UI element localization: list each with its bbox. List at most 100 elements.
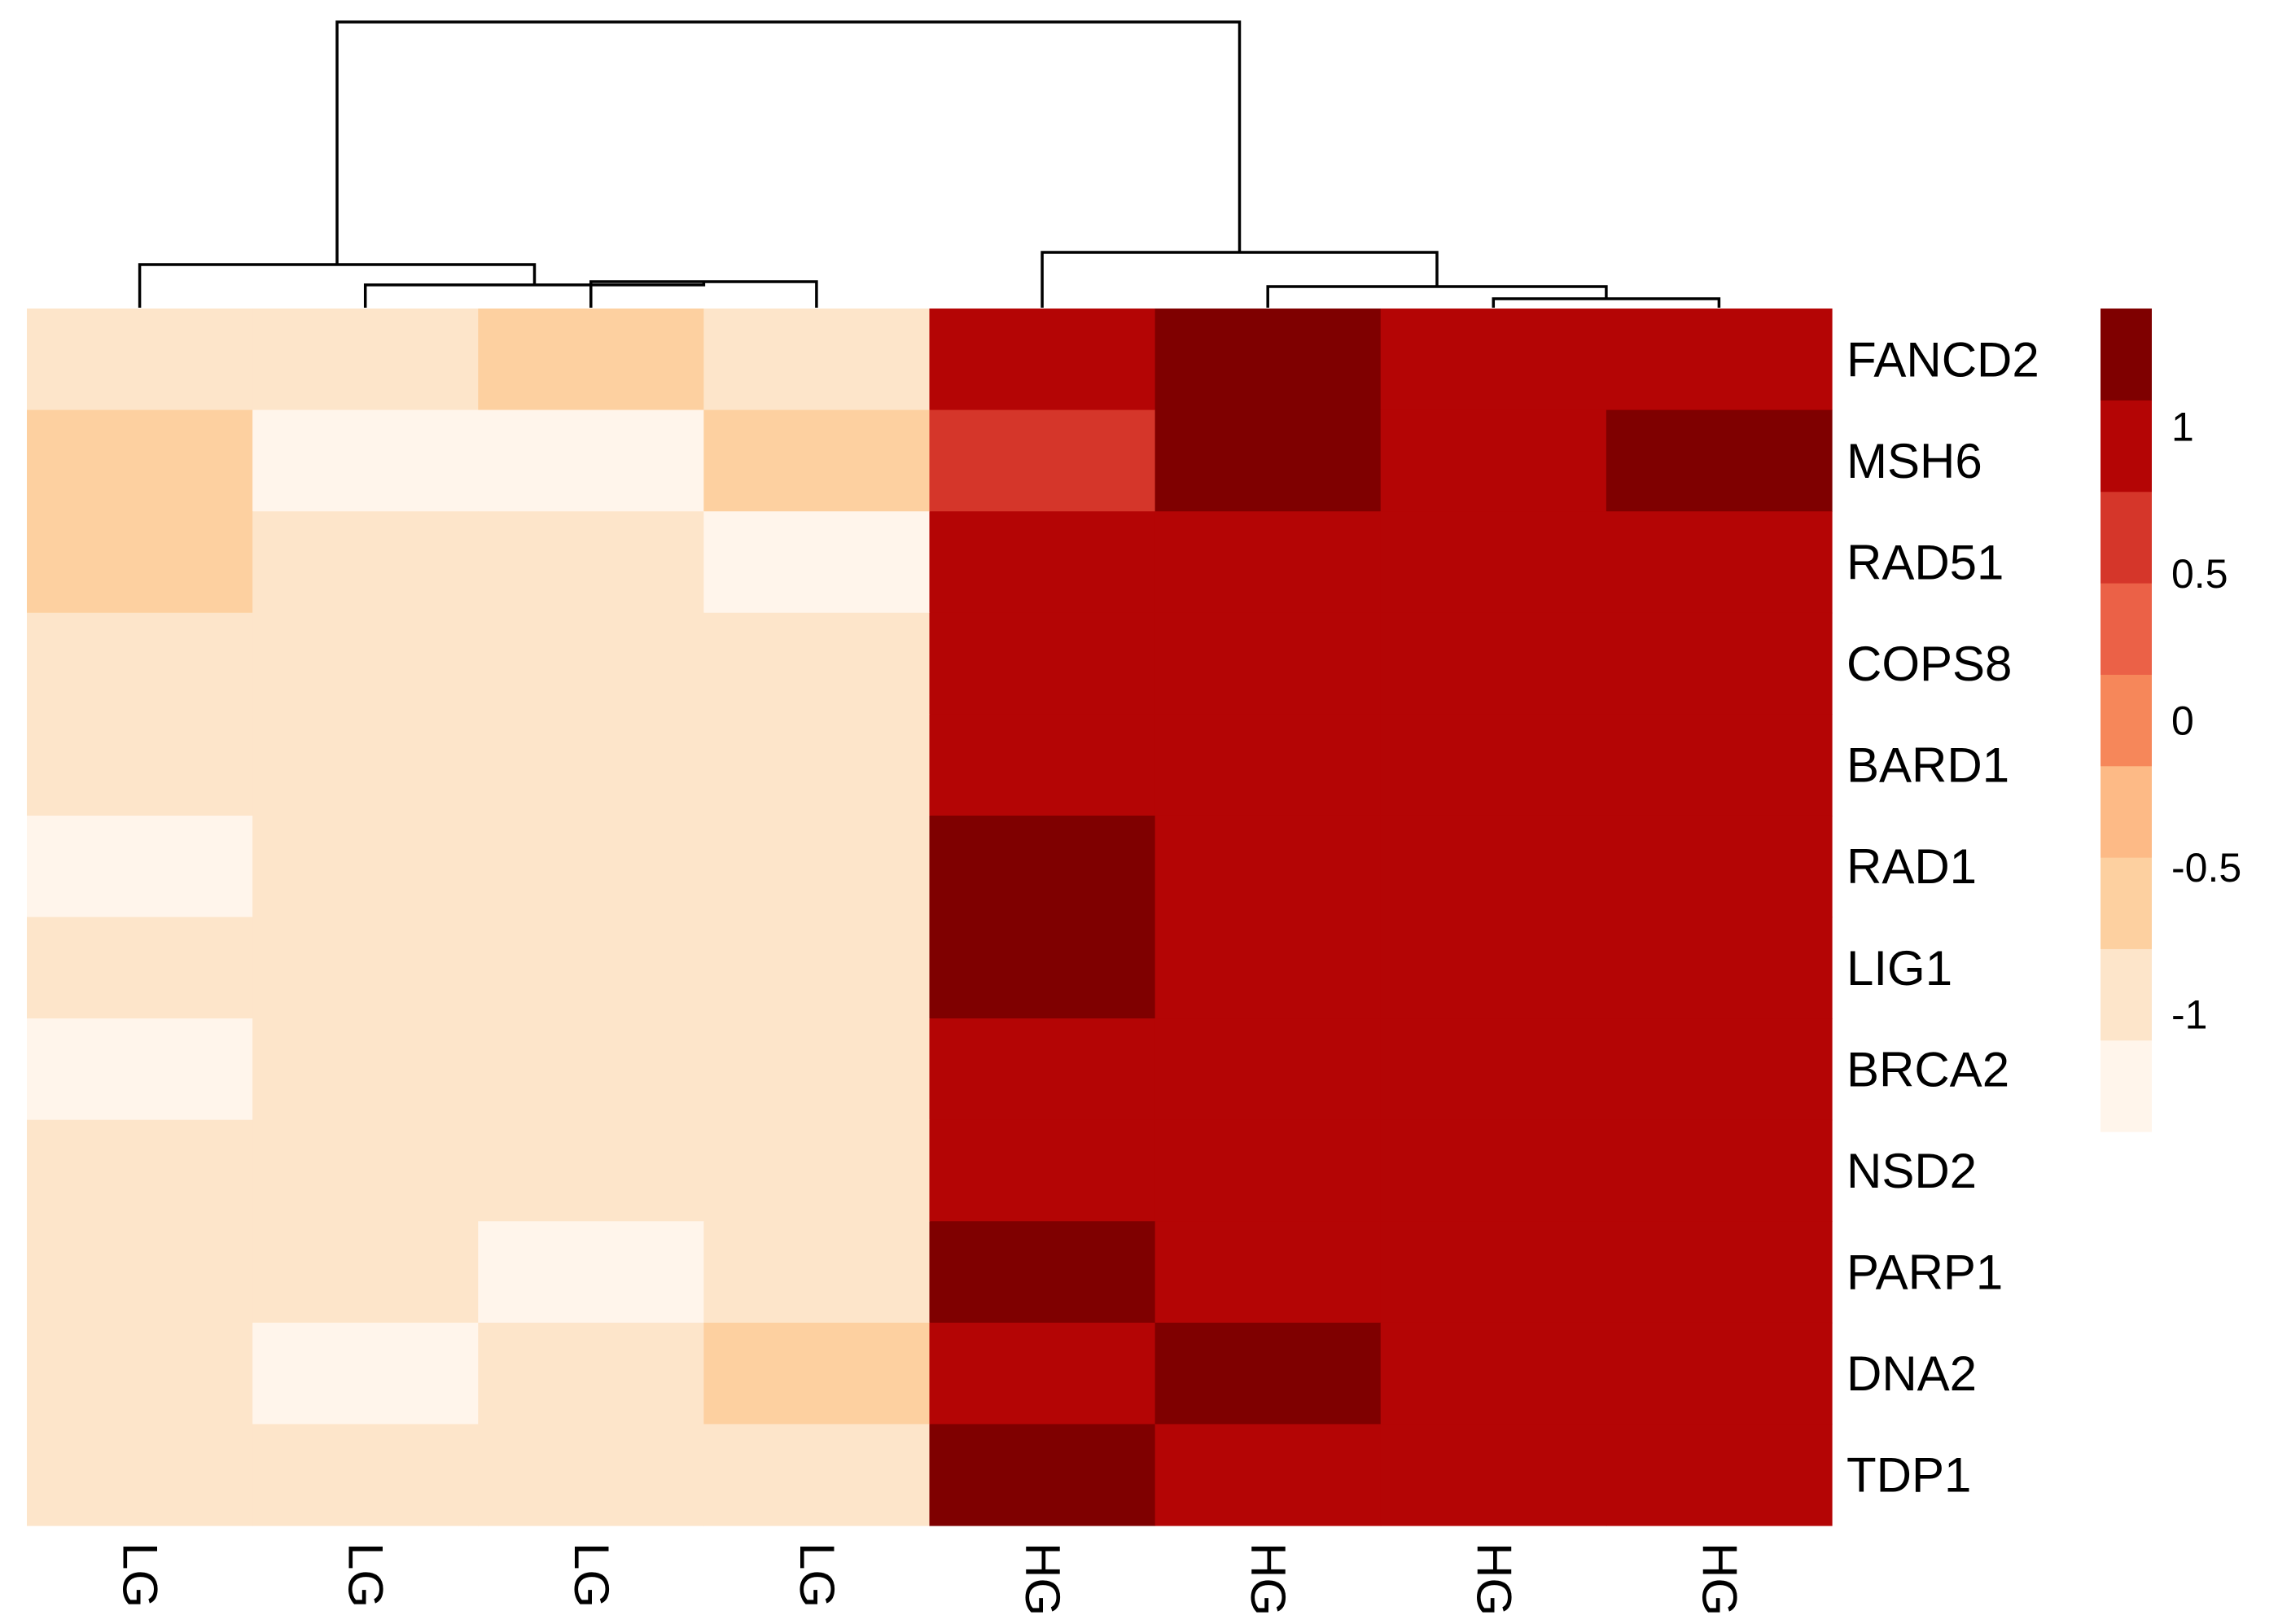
heatmap-cell <box>27 815 253 918</box>
row-label: TDP1 <box>1846 1448 1971 1503</box>
heatmap-cell <box>1154 1221 1382 1324</box>
row-label: NSD2 <box>1846 1144 1977 1198</box>
row-label: BRCA2 <box>1846 1042 2009 1097</box>
dendrogram-branch <box>363 282 706 308</box>
row-label: RAD51 <box>1846 535 2004 589</box>
heatmap-cell <box>252 815 479 918</box>
legend-tick-label: 0 <box>2171 698 2194 744</box>
heatmap-cell <box>703 309 931 411</box>
column-labels: LG LG LG LG HG HG HG HG <box>113 1543 1747 1616</box>
heatmap-cell <box>929 511 1156 614</box>
row-label: RAD1 <box>1846 839 1977 894</box>
row-label: PARP1 <box>1846 1245 2003 1300</box>
legend-color-segment <box>2101 491 2152 584</box>
heatmap-cell <box>1154 815 1382 918</box>
heatmap-cell <box>929 409 1156 512</box>
heatmap-cell <box>1380 409 1607 512</box>
heatmap-cell <box>703 1322 931 1425</box>
heatmap-cell <box>929 1322 1156 1425</box>
legend-color-segment <box>2101 400 2152 492</box>
heatmap-cell <box>1380 511 1607 614</box>
legend-tick-label: 1 <box>2171 404 2194 449</box>
heatmap-cell <box>1154 511 1382 614</box>
dendrogram-branch <box>1266 285 1608 308</box>
heatmap-cell <box>27 1424 253 1526</box>
heatmap-cell <box>252 714 479 816</box>
heatmap-cell <box>703 511 931 614</box>
heatmap-cell <box>1380 815 1607 918</box>
legend-color-segment <box>2101 857 2152 949</box>
heatmap-cell <box>478 714 704 816</box>
legend-color-segment <box>2101 674 2152 767</box>
heatmap-cell <box>1380 917 1607 1019</box>
heatmap-cell <box>929 1424 1156 1526</box>
legend-color-segment <box>2101 583 2152 675</box>
heatmap-cell <box>1154 1322 1382 1425</box>
heatmap-cell <box>703 917 931 1019</box>
heatmap-cell <box>703 815 931 918</box>
heatmap-cell <box>1606 1322 1833 1425</box>
heatmap-cell <box>929 612 1156 715</box>
dendrogram-branch <box>1492 297 1721 308</box>
heatmap-cell <box>252 612 479 715</box>
heatmap-cell <box>478 1018 704 1121</box>
heatmap-cell <box>703 714 931 816</box>
heatmap-cell <box>252 309 479 411</box>
heatmap-cell <box>27 511 253 614</box>
heatmap-cell <box>252 1424 479 1526</box>
row-label: DNA2 <box>1846 1346 1977 1401</box>
dendrogram-root <box>335 20 1242 265</box>
heatmap-cell <box>252 511 479 614</box>
row-label: MSH6 <box>1846 434 1982 488</box>
heatmap-cell <box>1380 1221 1607 1324</box>
heatmap-cell <box>478 1322 704 1425</box>
heatmap-cell <box>252 1018 479 1121</box>
heatmap-cell <box>478 1119 704 1222</box>
heatmap-cell <box>703 612 931 715</box>
heatmap-cell <box>1380 612 1607 715</box>
column-label: HG <box>1466 1543 1521 1616</box>
heatmap-cell <box>703 1424 931 1526</box>
heatmap-cell <box>929 1018 1156 1121</box>
heatmap-cell <box>929 714 1156 816</box>
heatmap-cell <box>929 815 1156 918</box>
legend-color-segment <box>2101 309 2152 401</box>
dendrogram-branch <box>1040 251 1439 308</box>
heatmap-cell <box>703 1119 931 1222</box>
heatmap-cell <box>27 1018 253 1121</box>
heatmap-cell <box>929 309 1156 411</box>
heatmap-cell <box>1606 612 1833 715</box>
heatmap-cell <box>1154 714 1382 816</box>
row-labels: FANCD2 MSH6 RAD51 COPS8 BARD1 RAD1 LIG1 BRCA2 NS… <box>1846 332 2039 1502</box>
heatmap-cell <box>478 815 704 918</box>
heatmap-cell <box>27 409 253 512</box>
legend-color-segment <box>2101 948 2152 1041</box>
heatmap-cell <box>1380 1322 1607 1425</box>
heatmap-cell <box>1606 815 1833 918</box>
heatmap-cell <box>703 409 931 512</box>
column-label: LG <box>339 1543 393 1608</box>
heatmap-cell <box>1606 511 1833 614</box>
heatmap-cell <box>1154 409 1382 512</box>
heatmap-cell <box>478 1424 704 1526</box>
row-label: COPS8 <box>1846 637 2012 691</box>
heatmap-cell <box>1154 1018 1382 1121</box>
column-label: HG <box>1015 1543 1070 1616</box>
heatmap-cell <box>27 309 253 411</box>
heatmap-cell <box>929 1119 1156 1222</box>
heatmap-cells <box>27 309 1833 1526</box>
column-label: HG <box>1241 1543 1295 1616</box>
row-label: LIG1 <box>1846 941 1952 996</box>
heatmap-cell <box>703 1221 931 1324</box>
heatmap-cell <box>1154 309 1382 411</box>
heatmap-cell <box>1606 1119 1833 1222</box>
heatmap-cell <box>1606 309 1833 411</box>
heatmap-cell <box>252 1119 479 1222</box>
heatmap-cell <box>1154 917 1382 1019</box>
heatmap-cell <box>252 409 479 512</box>
row-label: FANCD2 <box>1846 332 2039 387</box>
heatmap-cell <box>1606 714 1833 816</box>
column-label: LG <box>564 1543 619 1608</box>
heatmap-cell <box>27 612 253 715</box>
